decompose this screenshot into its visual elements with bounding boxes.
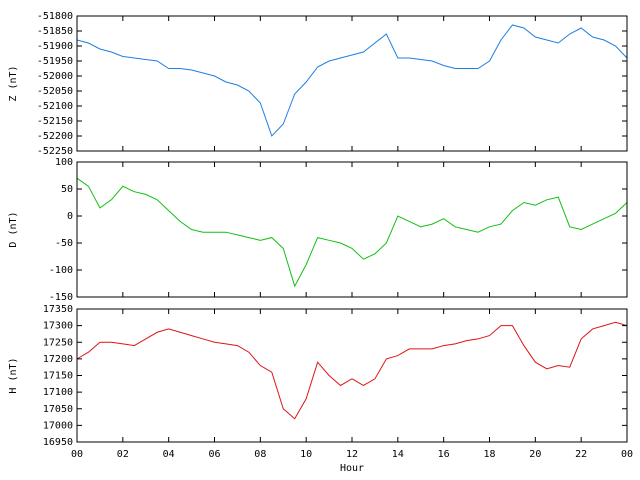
y-tick-label: -51900 — [37, 41, 73, 52]
x-tick-label: 14 — [392, 449, 404, 460]
y-tick-label: 17100 — [43, 387, 73, 398]
y-axis-label: D (nT) — [8, 211, 19, 247]
y-tick-label: 16950 — [43, 437, 73, 448]
x-tick-label: 08 — [254, 449, 266, 460]
y-tick-label: 17250 — [43, 337, 73, 348]
y-tick-label: 17050 — [43, 404, 73, 415]
y-tick-label: -52000 — [37, 71, 73, 82]
y-tick-label: -52200 — [37, 131, 73, 142]
y-tick-label: -52150 — [37, 116, 73, 127]
x-tick-label: 18 — [483, 449, 495, 460]
plot-frame — [76, 308, 628, 443]
y-tick-label: 17000 — [43, 420, 73, 431]
y-tick-label: -150 — [49, 292, 73, 303]
x-axis-label: Hour — [340, 463, 364, 474]
data-line — [76, 177, 628, 288]
y-tick-label: 0 — [67, 211, 73, 222]
y-tick-label: -50 — [55, 238, 73, 249]
y-tick-label: -51800 — [37, 11, 73, 22]
x-tick-label: 00 — [621, 449, 633, 460]
y-tick-label: -100 — [49, 265, 73, 276]
y-tick-label: 17150 — [43, 371, 73, 382]
x-tick-label: 00 — [71, 449, 83, 460]
x-tick-label: 10 — [300, 449, 312, 460]
x-tick-label: 02 — [117, 449, 129, 460]
data-line — [76, 321, 628, 420]
x-tick-label: 20 — [529, 449, 541, 460]
y-tick-label: 17300 — [43, 321, 73, 332]
x-tick-label: 06 — [208, 449, 220, 460]
y-axis-label: H (nT) — [8, 357, 19, 393]
y-tick-label: -52100 — [37, 101, 73, 112]
x-tick-label: 16 — [438, 449, 450, 460]
x-tick-label: 12 — [346, 449, 358, 460]
plot-frame — [76, 15, 628, 152]
y-tick-label: -51950 — [37, 56, 73, 67]
y-tick-label: -52050 — [37, 86, 73, 97]
y-tick-label: 100 — [55, 157, 73, 168]
x-tick-label: 04 — [163, 449, 175, 460]
data-line — [76, 24, 628, 137]
y-tick-label: -51850 — [37, 26, 73, 37]
y-tick-label: 17200 — [43, 354, 73, 365]
y-tick-label: -52250 — [37, 146, 73, 157]
plot-frame — [76, 161, 628, 298]
y-axis-label: Z (nT) — [8, 65, 19, 101]
x-tick-label: 22 — [575, 449, 587, 460]
y-tick-label: 50 — [61, 184, 73, 195]
y-tick-label: 17350 — [43, 304, 73, 315]
